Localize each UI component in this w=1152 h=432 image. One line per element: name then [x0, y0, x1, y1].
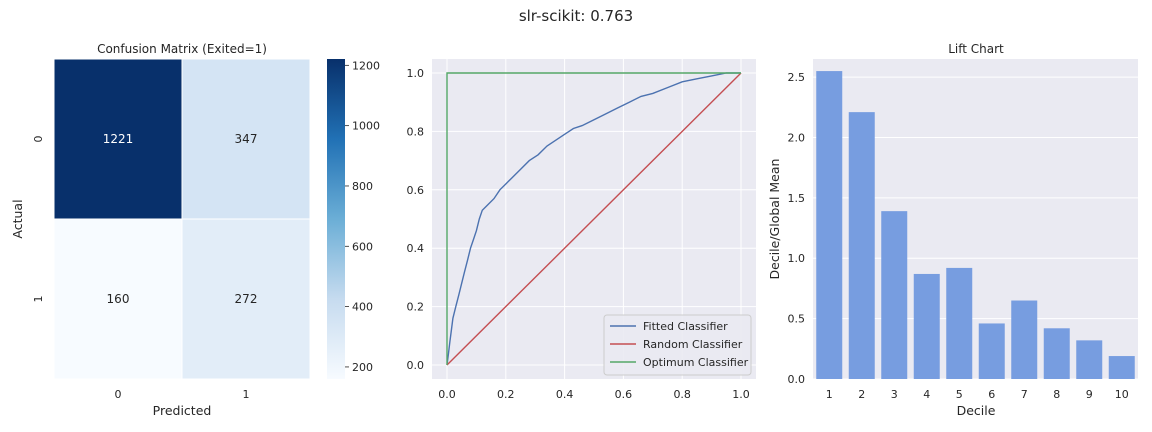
roc-y-tick-label: 1.0 — [407, 67, 425, 80]
colorbar-tick-label: 200 — [352, 361, 373, 374]
roc-y-tick-label: 0.4 — [407, 242, 425, 255]
lift-x-tick-label: 10 — [1115, 388, 1129, 401]
colorbar-tick-label: 1200 — [352, 59, 380, 72]
lift-y-axis-label: Decile/Global Mean — [767, 159, 782, 280]
heatmap-cell — [181, 218, 311, 380]
roc-y-tick-label: 0.8 — [407, 125, 425, 138]
roc-legend-box — [603, 314, 752, 376]
lift-x-tick-label: 5 — [956, 388, 963, 401]
roc-legend: Fitted Classifier Random Classifier Optimu… — [603, 314, 752, 376]
lift-y-tick-label: 0.0 — [788, 373, 806, 386]
lift-bar — [1076, 340, 1103, 379]
roc-y-tick-label: 0.2 — [407, 301, 425, 314]
lift-bar — [816, 71, 843, 379]
roc-series — [446, 72, 742, 366]
lift-bar — [1043, 328, 1070, 379]
colorbar — [327, 59, 345, 379]
lift-y-tick-label: 1.5 — [788, 192, 806, 205]
lift-chart-title: Lift Chart — [948, 42, 1004, 56]
heatmap-cell — [53, 58, 183, 220]
lift-x-axis-label: Decile — [957, 403, 996, 418]
figure-suptitle: slr-scikit: 0.763 — [519, 7, 633, 25]
lift-x-tick-label: 9 — [1086, 388, 1093, 401]
lift-bar — [1011, 300, 1038, 379]
lift-bar — [946, 267, 973, 379]
lift-bar — [881, 211, 908, 379]
lift-y-tick-label: 2.5 — [788, 71, 806, 84]
roc-legend-label: Fitted Classifier — [643, 320, 728, 333]
lift-x-tick-label: 3 — [891, 388, 898, 401]
lift-x-tick-label: 6 — [988, 388, 995, 401]
roc-series-line — [446, 72, 741, 365]
colorbar-ticks: 200 400 600 800 1000 1200 — [345, 59, 380, 374]
lift-x-tick-label: 8 — [1053, 388, 1060, 401]
roc-legend-label: Random Classifier — [643, 338, 743, 351]
roc-x-tick-label: 0.8 — [673, 388, 691, 401]
lift-bars — [816, 71, 1135, 379]
lift-x-tick-label: 7 — [1021, 388, 1028, 401]
lift-y-tick-label: 2.0 — [788, 131, 806, 144]
roc-x-tick-label: 0.6 — [615, 388, 633, 401]
roc-legend-label: Optimum Classifier — [643, 356, 749, 369]
confusion-matrix-panel: Confusion Matrix (Exited=1) 1221 347 160 27… — [10, 42, 380, 418]
colorbar-tick-label: 600 — [352, 240, 373, 253]
heatmap-cell-label: 347 — [235, 132, 258, 146]
lift-panel: Lift Chart 1 2 3 4 5 6 7 8 9 10 0.0 0.5 1.0 1.5 2.0 2.… — [767, 42, 1138, 418]
lift-x-tick-label: 2 — [858, 388, 865, 401]
heatmap-y-ticks: 01 — [32, 136, 45, 303]
heatmap-cell-label: 1221 — [103, 132, 134, 146]
heatmap-y-tick-label: 1 — [32, 296, 45, 303]
heatmap-cell — [181, 58, 311, 220]
confusion-matrix-title: Confusion Matrix (Exited=1) — [97, 42, 267, 56]
heatmap-cell-label: 160 — [107, 292, 130, 306]
colorbar-tick-label: 400 — [352, 301, 373, 314]
roc-x-tick-label: 1.0 — [732, 388, 750, 401]
roc-panel: 0.0 0.2 0.4 0.6 0.8 1.0 0.0 0.2 0.4 0.6 0.8 1.0 Fi… — [407, 59, 756, 401]
heatmap-y-tick-label: 0 — [32, 136, 45, 143]
lift-bar — [978, 323, 1005, 379]
roc-y-tick-label: 0.6 — [407, 184, 425, 197]
roc-series-line — [446, 72, 741, 366]
heatmap-cell-label: 272 — [235, 292, 258, 306]
lift-x-ticks: 1 2 3 4 5 6 7 8 9 10 — [826, 388, 1129, 401]
roc-y-ticks: 0.0 0.2 0.4 0.6 0.8 1.0 — [407, 67, 425, 372]
lift-bar — [1108, 356, 1135, 379]
heatmap-cells: 1221 347 160 272 — [53, 58, 311, 380]
lift-x-tick-label: 4 — [923, 388, 930, 401]
heatmap-y-axis-label: Actual — [10, 199, 25, 238]
heatmap-x-tick-label: 1 — [243, 388, 250, 401]
roc-x-ticks: 0.0 0.2 0.4 0.6 0.8 1.0 — [438, 388, 750, 401]
roc-x-tick-label: 0.4 — [556, 388, 574, 401]
lift-bar — [848, 112, 875, 379]
lift-y-ticks: 0.0 0.5 1.0 1.5 2.0 2.5 — [788, 71, 806, 386]
roc-x-tick-label: 0.2 — [497, 388, 515, 401]
roc-series-line — [446, 72, 742, 366]
heatmap-cell — [53, 218, 183, 380]
heatmap-x-tick-label: 0 — [115, 388, 122, 401]
roc-y-tick-label: 0.0 — [407, 359, 425, 372]
lift-x-tick-label: 1 — [826, 388, 833, 401]
heatmap-x-axis-label: Predicted — [153, 403, 212, 418]
colorbar-tick-label: 800 — [352, 180, 373, 193]
lift-y-tick-label: 1.0 — [788, 252, 806, 265]
roc-x-tick-label: 0.0 — [438, 388, 456, 401]
lift-bar — [913, 273, 940, 379]
lift-y-tick-label: 0.5 — [788, 313, 806, 326]
colorbar-tick-label: 1000 — [352, 120, 380, 133]
